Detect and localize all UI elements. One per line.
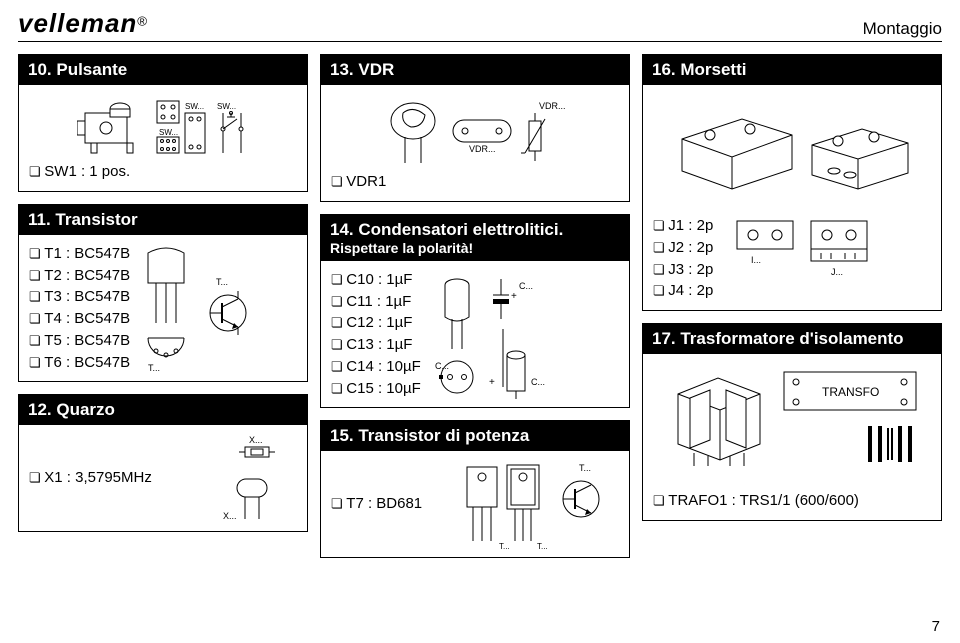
transistor-icon: T... T... (136, 243, 266, 373)
s10-item: SW1 : 1 pos. (29, 161, 297, 183)
svg-text:C...: C... (435, 361, 449, 371)
section-11-title: 11. Transistor (19, 205, 307, 235)
s14-list: C10 : 1µF C11 : 1µF C12 : 1µF C13 : 1µF … (331, 269, 421, 400)
vdr-disc-icon (383, 99, 443, 165)
svg-text:+: + (511, 291, 517, 302)
list-item: C10 : 1µF (331, 269, 421, 291)
svg-text:VDR...: VDR... (469, 144, 496, 152)
list-item: T4 : BC547B (29, 308, 130, 330)
transformer-symbol-icon (860, 420, 920, 468)
s11-list: T1 : BC547B T2 : BC547B T3 : BC547B T4 :… (29, 243, 130, 374)
vdr-footprint-icon: VDR... (449, 112, 515, 152)
svg-text:VDR...: VDR... (539, 101, 566, 111)
column-2: 13. VDR VDR... (320, 54, 630, 558)
s17-item: TRAFO1 : TRS1/1 (600/600) (653, 490, 931, 512)
svg-text:X...: X... (249, 435, 263, 445)
list-item: T5 : BC547B (29, 330, 130, 352)
svg-text:I...: I... (751, 255, 761, 265)
s12-item: X1 : 3,5795MHz (29, 467, 211, 489)
section-15: 15. Transistor di potenza T7 : BD681 (320, 420, 630, 558)
list-item: T1 : BC547B (29, 243, 130, 265)
svg-text:T...: T... (216, 277, 228, 287)
section-16: 16. Morsetti (642, 54, 942, 311)
page-number: 7 (932, 618, 940, 635)
content-grid: 10. Pulsante (18, 54, 942, 558)
pushbutton-icon (77, 99, 149, 155)
switch-symbol-icon: SW... (215, 99, 249, 155)
terminal-block-icon (662, 99, 922, 209)
svg-text:X...: X... (223, 511, 237, 521)
list-item: C15 : 10µF (331, 378, 421, 400)
section-14: 14. Condensatori elettrolitici. Rispetta… (320, 214, 630, 409)
svg-text:T...: T... (537, 542, 548, 549)
s15-item: T7 : BD681 (331, 493, 453, 515)
list-item: T3 : BC547B (29, 286, 130, 308)
section-13: 13. VDR VDR... (320, 54, 630, 202)
section-12-title: 12. Quarzo (19, 395, 307, 425)
page-header: velleman® Montaggio (18, 8, 942, 42)
section-14-title: 14. Condensatori elettrolitici. Rispetta… (321, 215, 629, 261)
section-15-title: 15. Transistor di potenza (321, 421, 629, 451)
section-10-title: 10. Pulsante (19, 55, 307, 85)
section-17-title: 17. Trasformatore d'isolamento (643, 324, 941, 354)
list-item: T2 : BC547B (29, 265, 130, 287)
list-item: C14 : 10µF (331, 356, 421, 378)
svg-text:T...: T... (579, 463, 591, 473)
elco-icon: C... + C... (427, 269, 577, 399)
svg-text:C...: C... (531, 377, 545, 387)
list-item: J4 : 2p (653, 280, 713, 302)
list-item: C13 : 1µF (331, 334, 421, 356)
section-12: 12. Quarzo X1 : 3,5795MHz X... X... (18, 394, 308, 532)
section-10: 10. Pulsante (18, 54, 308, 192)
svg-text:T...: T... (148, 363, 160, 373)
list-item: J2 : 2p (653, 237, 713, 259)
svg-text:T...: T... (499, 542, 510, 549)
footprint-icon: SW... SW... (155, 99, 209, 155)
svg-text:SW...: SW... (217, 102, 236, 111)
sw-label: SW... (159, 128, 178, 137)
terminal-footprint-icon: I... J... (731, 215, 881, 285)
transfo-label: TRANSFO (822, 385, 879, 399)
power-transistor-icon: T... T... T... (459, 459, 619, 549)
transformer-footprint-icon: TRANSFO (780, 368, 920, 414)
list-item: J1 : 2p (653, 215, 713, 237)
svg-text:J...: J... (831, 267, 843, 277)
s13-item: VDR1 (331, 171, 619, 193)
s16-list: J1 : 2p J2 : 2p J3 : 2p J4 : 2p (653, 215, 713, 302)
section-16-title: 16. Morsetti (643, 55, 941, 85)
page-title: Montaggio (863, 19, 942, 39)
s14-title-text: 14. Condensatori elettrolitici. (330, 220, 563, 239)
pulsante-illustration: SW... SW... SW... (29, 93, 297, 161)
list-item: C12 : 1µF (331, 312, 421, 334)
transformer-3d-icon (664, 368, 774, 468)
section-13-title: 13. VDR (321, 55, 629, 85)
vdr-symbol-icon: VDR... (521, 99, 567, 165)
column-3: 16. Morsetti (642, 54, 942, 558)
section-11: 11. Transistor T1 : BC547B T2 : BC547B T… (18, 204, 308, 383)
svg-text:C...: C... (519, 281, 533, 291)
svg-text:SW...: SW... (185, 102, 204, 111)
logo-reg: ® (137, 14, 147, 29)
crystal-icon: X... X... (217, 433, 297, 523)
s14-subtitle: Rispettare la polarità! (330, 240, 620, 256)
svg-text:+: + (489, 377, 495, 388)
section-17: 17. Trasformatore d'isolamento (642, 323, 942, 521)
list-item: T6 : BC547B (29, 352, 130, 374)
list-item: C11 : 1µF (331, 291, 421, 313)
column-1: 10. Pulsante (18, 54, 308, 558)
logo: velleman® (18, 8, 147, 39)
list-item: J3 : 2p (653, 259, 713, 281)
logo-text: velleman (18, 8, 137, 38)
